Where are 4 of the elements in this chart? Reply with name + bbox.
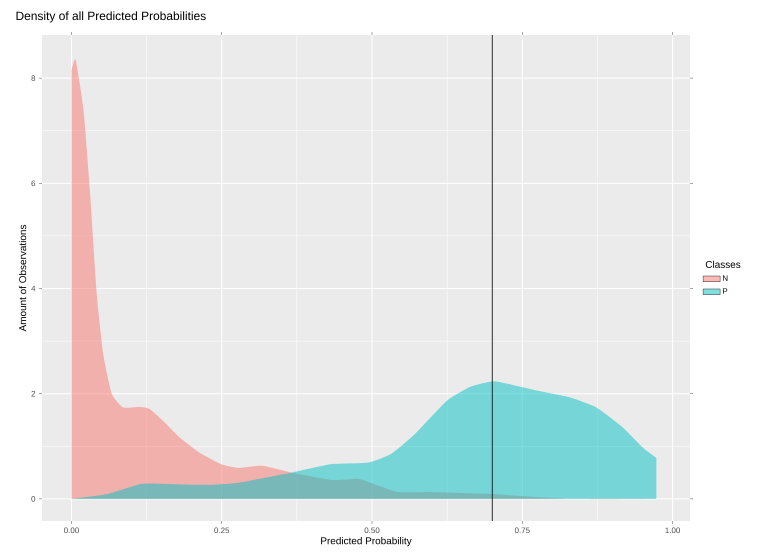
x-axis-title: Predicted Probability bbox=[321, 536, 412, 546]
y-axis-title: Amount of Observations bbox=[18, 224, 26, 332]
chart-title: Density of all Predicted Probabilities bbox=[16, 11, 206, 22]
legend-title: Classes bbox=[706, 260, 740, 268]
